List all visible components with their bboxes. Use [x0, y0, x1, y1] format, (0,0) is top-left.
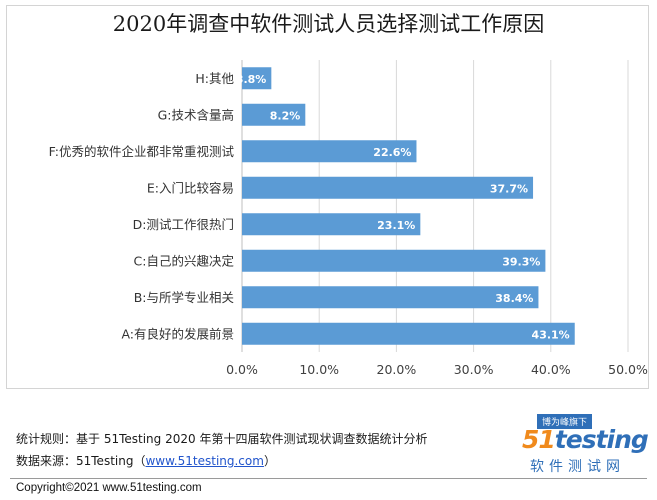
bar [242, 67, 272, 90]
footer-divider [10, 478, 647, 479]
x-tick-label: 10.0% [299, 362, 339, 377]
x-tick-label: 30.0% [454, 362, 494, 377]
logo-wordmark: 51testing [522, 425, 649, 454]
bar [242, 213, 421, 236]
logo-tag: 博为峰旗下 [537, 414, 593, 429]
logo-subtitle: 软件测试网 [530, 459, 625, 475]
bar-value-label: 39.3% [502, 255, 540, 268]
x-tick-label: 40.0% [531, 362, 571, 377]
y-category-label: B:与所学专业相关 [134, 290, 234, 305]
bar-value-label: 22.6% [373, 146, 411, 159]
stat-rule-note: 统计规则：基于 51Testing 2020 年第十四届软件测试现状调查数据统计… [16, 432, 428, 446]
chart-title: 2020年调查中软件测试人员选择测试工作原因 [112, 12, 545, 36]
copyright-text: Copyright©2021 www.51testing.com [16, 482, 202, 494]
bar-value-label: 38.4% [495, 292, 533, 305]
logo-wordmark-number: 51 [522, 425, 556, 454]
bar [242, 249, 546, 272]
y-category-label: H:其他 [195, 71, 234, 86]
y-category-label: F:优秀的软件企业都非常重视测试 [49, 144, 235, 159]
x-tick-label: 50.0% [608, 362, 648, 377]
data-source-link[interactable]: www.51testing.com [145, 454, 264, 468]
data-source-prefix: 数据来源：51Testing（ [16, 454, 146, 468]
bar-chart: 0.0% 10.0% 20.0% 30.0% 40.0% 50.0% 3.8%H:其他 8.2… [49, 60, 648, 377]
data-source-note: 数据来源：51Testing（www.51testing.com） [16, 452, 276, 469]
x-tick-label: 20.0% [377, 362, 417, 377]
bar [242, 286, 539, 309]
bar [242, 103, 306, 126]
y-category-label: E:入门比较容易 [147, 180, 234, 195]
data-source-suffix: ） [263, 454, 276, 468]
bar-value-label: 37.7% [490, 182, 528, 195]
bar-value-label: 3.8% [236, 73, 267, 86]
bar [242, 322, 575, 345]
y-category-label: A:有良好的发展前景 [121, 326, 234, 341]
bar-value-label: 43.1% [532, 328, 570, 341]
logo-wordmark-text: testing [554, 425, 649, 454]
y-category-label: G:技术含量高 [158, 107, 234, 122]
51testing-logo: 博为峰旗下 51testing 软件测试网 [520, 414, 655, 476]
bar-value-label: 23.1% [377, 219, 415, 232]
x-tick-label: 0.0% [226, 362, 258, 377]
y-category-label: C:自己的兴趣决定 [134, 253, 234, 268]
y-category-label: D:测试工作很热门 [133, 217, 234, 232]
bar [242, 176, 534, 199]
bar [242, 140, 417, 163]
bar-value-label: 8.2% [270, 109, 301, 122]
